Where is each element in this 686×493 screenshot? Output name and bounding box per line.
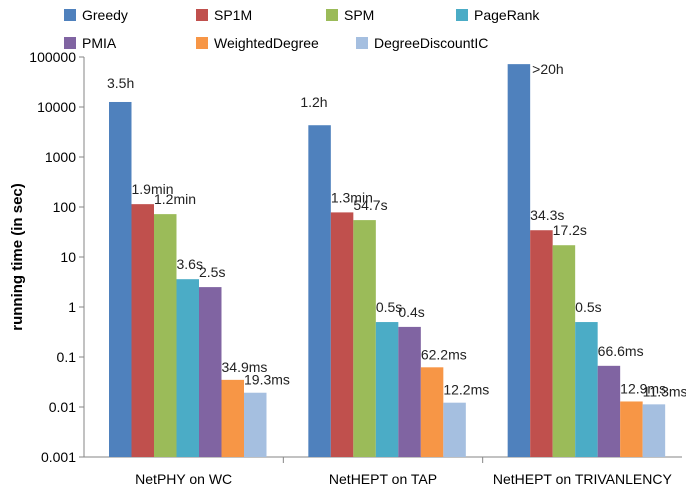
- bar: [575, 322, 598, 457]
- legend-item: DegreeDiscountIC: [356, 35, 488, 51]
- legend-swatch: [356, 37, 368, 49]
- bar: [244, 392, 267, 457]
- bar: [443, 402, 466, 457]
- bar: [221, 379, 244, 457]
- legend-item: PageRank: [456, 7, 540, 23]
- data-label: 34.9ms: [222, 359, 268, 375]
- data-label: 1.2min: [154, 191, 196, 207]
- data-label: 0.4s: [398, 304, 424, 320]
- y-tick-label: 100000: [29, 49, 76, 65]
- bar: [530, 230, 553, 457]
- bar: [176, 279, 199, 457]
- data-label: 0.5s: [376, 299, 402, 315]
- legend-item: PMIA: [64, 35, 117, 51]
- legend-swatch: [64, 37, 76, 49]
- y-tick-label: 1: [68, 299, 76, 315]
- bar: [375, 322, 399, 457]
- bar: [199, 287, 222, 457]
- data-label: 3.5h: [107, 75, 134, 91]
- y-tick-label: 100: [53, 199, 77, 215]
- data-label: 1.2h: [300, 94, 327, 110]
- legend-swatch: [456, 9, 468, 21]
- legend-swatch: [196, 37, 208, 49]
- legend-label: PMIA: [82, 35, 117, 51]
- y-tick-label: 10000: [37, 99, 76, 115]
- x-tick-label: NetHEPT on TAP: [329, 471, 437, 487]
- y-tick-label: 1000: [45, 149, 76, 165]
- y-axis-title: running time (in sec): [9, 183, 26, 331]
- bar: [552, 245, 576, 457]
- x-tick-label: NetPHY on WC: [135, 471, 232, 487]
- x-tick-label: NetHEPT on TRIVANLENCY: [493, 471, 673, 487]
- bar: [420, 367, 444, 457]
- bar: [330, 212, 354, 457]
- legend-label: DegreeDiscountIC: [374, 35, 488, 51]
- data-label: 1.9min: [132, 181, 174, 197]
- legend-swatch: [326, 9, 338, 21]
- data-label: 34.3s: [530, 207, 564, 223]
- y-tick-label: 0.001: [41, 449, 76, 465]
- legend-item: WeightedDegree: [196, 35, 319, 51]
- data-label: 11.3ms: [643, 383, 686, 399]
- legend-swatch: [64, 9, 76, 21]
- data-label: 12.9ms: [620, 380, 666, 396]
- y-tick-label: 10: [60, 249, 76, 265]
- data-label: 62.2ms: [421, 346, 467, 362]
- data-label: 2.5s: [199, 264, 225, 280]
- bar: [398, 326, 421, 457]
- legend-label: SPM: [344, 7, 374, 23]
- bar: [154, 214, 177, 457]
- data-label: 12.2ms: [443, 382, 489, 398]
- legend-label: Greedy: [82, 7, 128, 23]
- bar: [109, 101, 132, 457]
- legend-item: SPM: [326, 7, 374, 23]
- y-tick-label: 0.01: [49, 399, 76, 415]
- bar: [620, 401, 643, 457]
- bar: [642, 404, 666, 457]
- bar: [131, 204, 154, 457]
- legend-label: WeightedDegree: [214, 35, 319, 51]
- data-label: 66.6ms: [598, 343, 644, 359]
- legend-swatch: [196, 9, 208, 21]
- data-label: 3.6s: [177, 256, 203, 272]
- data-label: 19.3ms: [244, 372, 290, 388]
- data-label: 0.5s: [575, 299, 601, 315]
- bar: [353, 220, 376, 457]
- legend-label: SP1M: [214, 7, 252, 23]
- legend-item: SP1M: [196, 7, 252, 23]
- data-label: 1.3min: [331, 189, 373, 205]
- data-label: 17.2s: [553, 222, 587, 238]
- y-tick-label: 0.1: [57, 349, 77, 365]
- legend-label: PageRank: [474, 7, 540, 23]
- bar: [597, 365, 621, 457]
- legend-item: Greedy: [64, 7, 128, 23]
- bar: [507, 64, 531, 458]
- data-label: 54.7s: [353, 197, 387, 213]
- bar: [308, 125, 331, 457]
- data-label: >20h: [532, 61, 564, 77]
